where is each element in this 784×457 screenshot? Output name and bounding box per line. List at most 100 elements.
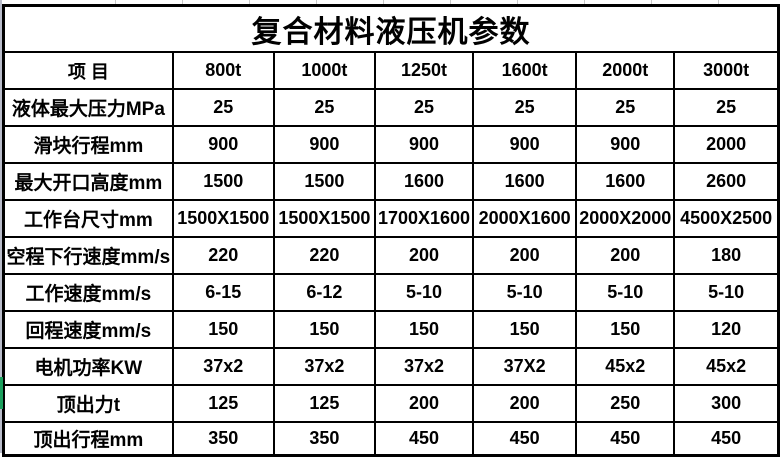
cell-value[interactable]: 2000 [673, 125, 780, 164]
column-header[interactable]: 1600t [472, 51, 578, 90]
cell-value[interactable]: 450 [373, 421, 475, 456]
cell-value[interactable]: 1500 [171, 162, 275, 201]
table-row: 顶出力t 125 125 200 200 250 300 [2, 384, 780, 423]
column-header[interactable]: 1250t [373, 51, 475, 90]
cell-value[interactable]: 5-10 [575, 273, 676, 312]
table-row: 空程下行速度mm/s 220 220 200 200 200 180 [2, 236, 780, 275]
cell-value[interactable]: 350 [272, 421, 376, 456]
row-label[interactable]: 顶出力t [2, 384, 174, 423]
cell-value[interactable]: 900 [575, 125, 676, 164]
cell-value[interactable]: 25 [673, 88, 780, 127]
cell-value[interactable]: 4500X2500 [673, 199, 780, 238]
cell-value[interactable]: 220 [171, 236, 275, 275]
cell-value[interactable]: 220 [272, 236, 376, 275]
row-label[interactable]: 电机功率KW [2, 347, 174, 386]
cell-value[interactable]: 25 [472, 88, 578, 127]
row-label[interactable]: 液体最大压力MPa [2, 88, 174, 127]
cell-value[interactable]: 200 [373, 236, 475, 275]
selection-green-mark [0, 377, 3, 409]
cell-value[interactable]: 25 [373, 88, 475, 127]
cell-value[interactable]: 350 [171, 421, 275, 456]
table-row: 工作台尺寸mm 1500X1500 1500X1500 1700X1600 2000X1… [2, 199, 780, 238]
cell-value[interactable]: 1500X1500 [171, 199, 275, 238]
cell-value[interactable]: 37X2 [472, 347, 578, 386]
column-header[interactable]: 800t [171, 51, 275, 90]
cell-value[interactable]: 45x2 [673, 347, 780, 386]
row-label[interactable]: 顶出行程mm [2, 421, 174, 456]
column-header[interactable]: 1000t [272, 51, 376, 90]
cell-value[interactable]: 450 [575, 421, 676, 456]
cell-value[interactable]: 1500X1500 [272, 199, 376, 238]
cell-value[interactable]: 900 [373, 125, 475, 164]
row-label[interactable]: 滑块行程mm [2, 125, 174, 164]
row-label[interactable]: 工作台尺寸mm [2, 199, 174, 238]
cell-value[interactable]: 37x2 [272, 347, 376, 386]
cell-value[interactable]: 25 [575, 88, 676, 127]
row-label[interactable]: 空程下行速度mm/s [2, 236, 174, 275]
title-row: 复合材料液压机参数 [2, 4, 780, 53]
cell-value[interactable]: 1700X1600 [373, 199, 475, 238]
gridline-tick [316, 0, 317, 4]
cell-value[interactable]: 125 [272, 384, 376, 423]
left-edge-strip [0, 0, 2, 453]
column-header[interactable]: 2000t [575, 51, 676, 90]
cell-value[interactable]: 900 [272, 125, 376, 164]
cell-value[interactable]: 25 [272, 88, 376, 127]
cell-value[interactable]: 200 [472, 384, 578, 423]
cell-value[interactable]: 120 [673, 310, 780, 349]
cell-value[interactable]: 150 [373, 310, 475, 349]
cell-value[interactable]: 200 [575, 236, 676, 275]
cell-value[interactable]: 150 [171, 310, 275, 349]
cell-value[interactable]: 1500 [272, 162, 376, 201]
gridline-tick [115, 0, 116, 4]
header-row: 项 目 800t 1000t 1250t 1600t 2000t 3000t [2, 51, 780, 90]
cell-value[interactable]: 37x2 [171, 347, 275, 386]
cell-value[interactable]: 125 [171, 384, 275, 423]
table-row: 电机功率KW 37x2 37x2 37x2 37X2 45x2 45x2 [2, 347, 780, 386]
table-row: 滑块行程mm 900 900 900 900 900 2000 [2, 125, 780, 164]
cell-value[interactable]: 180 [673, 236, 780, 275]
cell-value[interactable]: 1600 [373, 162, 475, 201]
cell-value[interactable]: 150 [472, 310, 578, 349]
cell-value[interactable]: 150 [575, 310, 676, 349]
table-row: 工作速度mm/s 6-15 6-12 5-10 5-10 5-10 5-10 [2, 273, 780, 312]
cell-value[interactable]: 2600 [673, 162, 780, 201]
cell-value[interactable]: 37x2 [373, 347, 475, 386]
cell-value[interactable]: 1600 [472, 162, 578, 201]
cell-value[interactable]: 5-10 [472, 273, 578, 312]
gridline-tick [517, 0, 518, 4]
cell-value[interactable]: 2000X2000 [575, 199, 676, 238]
corner-header-cell[interactable]: 项 目 [2, 51, 174, 90]
gridline-tick [718, 0, 719, 4]
row-label[interactable]: 最大开口高度mm [2, 162, 174, 201]
cell-value[interactable]: 2000X1600 [472, 199, 578, 238]
cell-value[interactable]: 300 [673, 384, 780, 423]
table-row: 液体最大压力MPa 25 25 25 25 25 25 [2, 88, 780, 127]
cell-value[interactable]: 200 [472, 236, 578, 275]
row-label[interactable]: 工作速度mm/s [2, 273, 174, 312]
table-title: 复合材料液压机参数 [2, 4, 780, 53]
cell-value[interactable]: 6-15 [171, 273, 275, 312]
top-gridline-ticks [0, 0, 784, 4]
cell-value[interactable]: 25 [171, 88, 275, 127]
cell-value[interactable]: 5-10 [673, 273, 780, 312]
cell-value[interactable]: 450 [472, 421, 578, 456]
cell-value[interactable]: 6-12 [272, 273, 376, 312]
cell-value[interactable]: 5-10 [373, 273, 475, 312]
gridline-tick [182, 0, 183, 4]
table-row: 回程速度mm/s 150 150 150 150 150 120 [2, 310, 780, 349]
cell-value[interactable]: 1600 [575, 162, 676, 201]
cell-value[interactable]: 900 [472, 125, 578, 164]
cell-value[interactable]: 250 [575, 384, 676, 423]
parameters-table: 复合材料液压机参数 项 目 800t 1000t 1250t 1600t 2000t 300… [2, 4, 780, 457]
cell-value[interactable]: 150 [272, 310, 376, 349]
cell-value[interactable]: 900 [171, 125, 275, 164]
column-header[interactable]: 3000t [673, 51, 780, 90]
cell-value[interactable]: 450 [673, 421, 780, 456]
cell-value[interactable]: 45x2 [575, 347, 676, 386]
table-row: 最大开口高度mm 1500 1500 1600 1600 1600 2600 [2, 162, 780, 201]
gridline-tick [450, 0, 451, 4]
cell-value[interactable]: 200 [373, 384, 475, 423]
gridline-tick [249, 0, 250, 4]
row-label[interactable]: 回程速度mm/s [2, 310, 174, 349]
